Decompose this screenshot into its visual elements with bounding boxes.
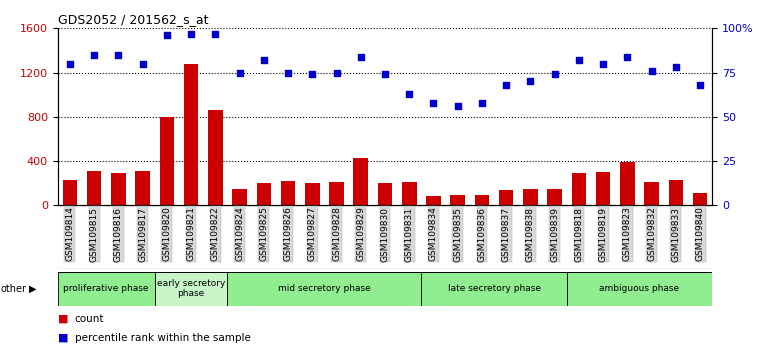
- Bar: [620, 162, 634, 205]
- Point: [282, 70, 294, 75]
- Point: [427, 100, 440, 105]
- Text: GSM109832: GSM109832: [647, 207, 656, 262]
- Point: [233, 70, 246, 75]
- FancyBboxPatch shape: [421, 272, 567, 306]
- Point: [258, 57, 270, 63]
- Bar: [378, 183, 392, 205]
- Bar: [571, 173, 586, 205]
- Point: [403, 91, 415, 97]
- Bar: [184, 64, 199, 205]
- Text: GSM109817: GSM109817: [138, 207, 147, 262]
- Point: [597, 61, 609, 67]
- Text: GSM109820: GSM109820: [162, 207, 172, 262]
- Point: [379, 72, 391, 77]
- Bar: [233, 189, 247, 205]
- Point: [355, 54, 367, 59]
- Text: GSM109814: GSM109814: [65, 207, 75, 262]
- Bar: [644, 182, 659, 205]
- Bar: [596, 172, 611, 205]
- Text: GSM109833: GSM109833: [671, 207, 681, 262]
- Point: [185, 31, 197, 36]
- FancyBboxPatch shape: [58, 272, 155, 306]
- Text: GSM109828: GSM109828: [332, 207, 341, 262]
- Text: percentile rank within the sample: percentile rank within the sample: [75, 333, 250, 343]
- Bar: [330, 182, 343, 205]
- Bar: [523, 189, 537, 205]
- Text: GSM109834: GSM109834: [429, 207, 438, 262]
- Text: GSM109836: GSM109836: [477, 207, 487, 262]
- Text: proliferative phase: proliferative phase: [63, 284, 149, 293]
- Bar: [402, 182, 417, 205]
- Bar: [159, 117, 174, 205]
- Text: GDS2052 / 201562_s_at: GDS2052 / 201562_s_at: [58, 13, 208, 26]
- Bar: [256, 183, 271, 205]
- Bar: [208, 110, 223, 205]
- FancyBboxPatch shape: [155, 272, 227, 306]
- Text: GSM109827: GSM109827: [308, 207, 316, 262]
- Bar: [450, 195, 465, 205]
- Text: count: count: [75, 314, 104, 324]
- Text: GSM109821: GSM109821: [186, 207, 196, 262]
- Point: [500, 82, 512, 88]
- Text: GSM109822: GSM109822: [211, 207, 219, 261]
- Bar: [136, 171, 150, 205]
- Text: GSM109840: GSM109840: [695, 207, 705, 262]
- Text: GSM109835: GSM109835: [454, 207, 462, 262]
- Point: [670, 64, 682, 70]
- Point: [88, 52, 100, 58]
- Text: GSM109826: GSM109826: [283, 207, 293, 262]
- Text: GSM109838: GSM109838: [526, 207, 535, 262]
- Text: GSM109830: GSM109830: [380, 207, 390, 262]
- Text: other: other: [1, 284, 27, 294]
- Bar: [87, 171, 102, 205]
- Point: [694, 82, 706, 88]
- Bar: [281, 181, 296, 205]
- Text: GSM109831: GSM109831: [405, 207, 413, 262]
- Point: [64, 61, 76, 67]
- Point: [621, 54, 634, 59]
- Text: GSM109818: GSM109818: [574, 207, 584, 262]
- Text: ambiguous phase: ambiguous phase: [600, 284, 680, 293]
- Point: [112, 52, 125, 58]
- Text: early secretory
phase: early secretory phase: [157, 279, 226, 298]
- Bar: [427, 196, 440, 205]
- Bar: [111, 173, 126, 205]
- Bar: [668, 181, 683, 205]
- Text: ▶: ▶: [28, 284, 36, 294]
- Point: [136, 61, 149, 67]
- Point: [161, 33, 173, 38]
- Text: GSM109825: GSM109825: [259, 207, 268, 262]
- Point: [451, 103, 464, 109]
- Point: [209, 31, 222, 36]
- Point: [548, 72, 561, 77]
- Text: GSM109839: GSM109839: [551, 207, 559, 262]
- Bar: [547, 189, 562, 205]
- FancyBboxPatch shape: [227, 272, 421, 306]
- Point: [476, 100, 488, 105]
- Text: GSM109816: GSM109816: [114, 207, 123, 262]
- Bar: [693, 193, 708, 205]
- Text: GSM109823: GSM109823: [623, 207, 632, 262]
- Bar: [499, 190, 514, 205]
- Point: [573, 57, 585, 63]
- Bar: [353, 158, 368, 205]
- Point: [645, 68, 658, 74]
- Point: [524, 79, 537, 84]
- Bar: [62, 180, 77, 205]
- Point: [306, 72, 319, 77]
- Text: ■: ■: [58, 333, 69, 343]
- Text: GSM109837: GSM109837: [502, 207, 511, 262]
- Bar: [474, 195, 489, 205]
- Text: mid secretory phase: mid secretory phase: [278, 284, 371, 293]
- Text: GSM109829: GSM109829: [357, 207, 365, 262]
- FancyBboxPatch shape: [567, 272, 712, 306]
- Text: GSM109819: GSM109819: [598, 207, 608, 262]
- Bar: [305, 183, 320, 205]
- Text: ■: ■: [58, 314, 69, 324]
- Text: GSM109815: GSM109815: [89, 207, 99, 262]
- Point: [330, 70, 343, 75]
- Text: late secretory phase: late secretory phase: [447, 284, 541, 293]
- Text: GSM109824: GSM109824: [235, 207, 244, 261]
